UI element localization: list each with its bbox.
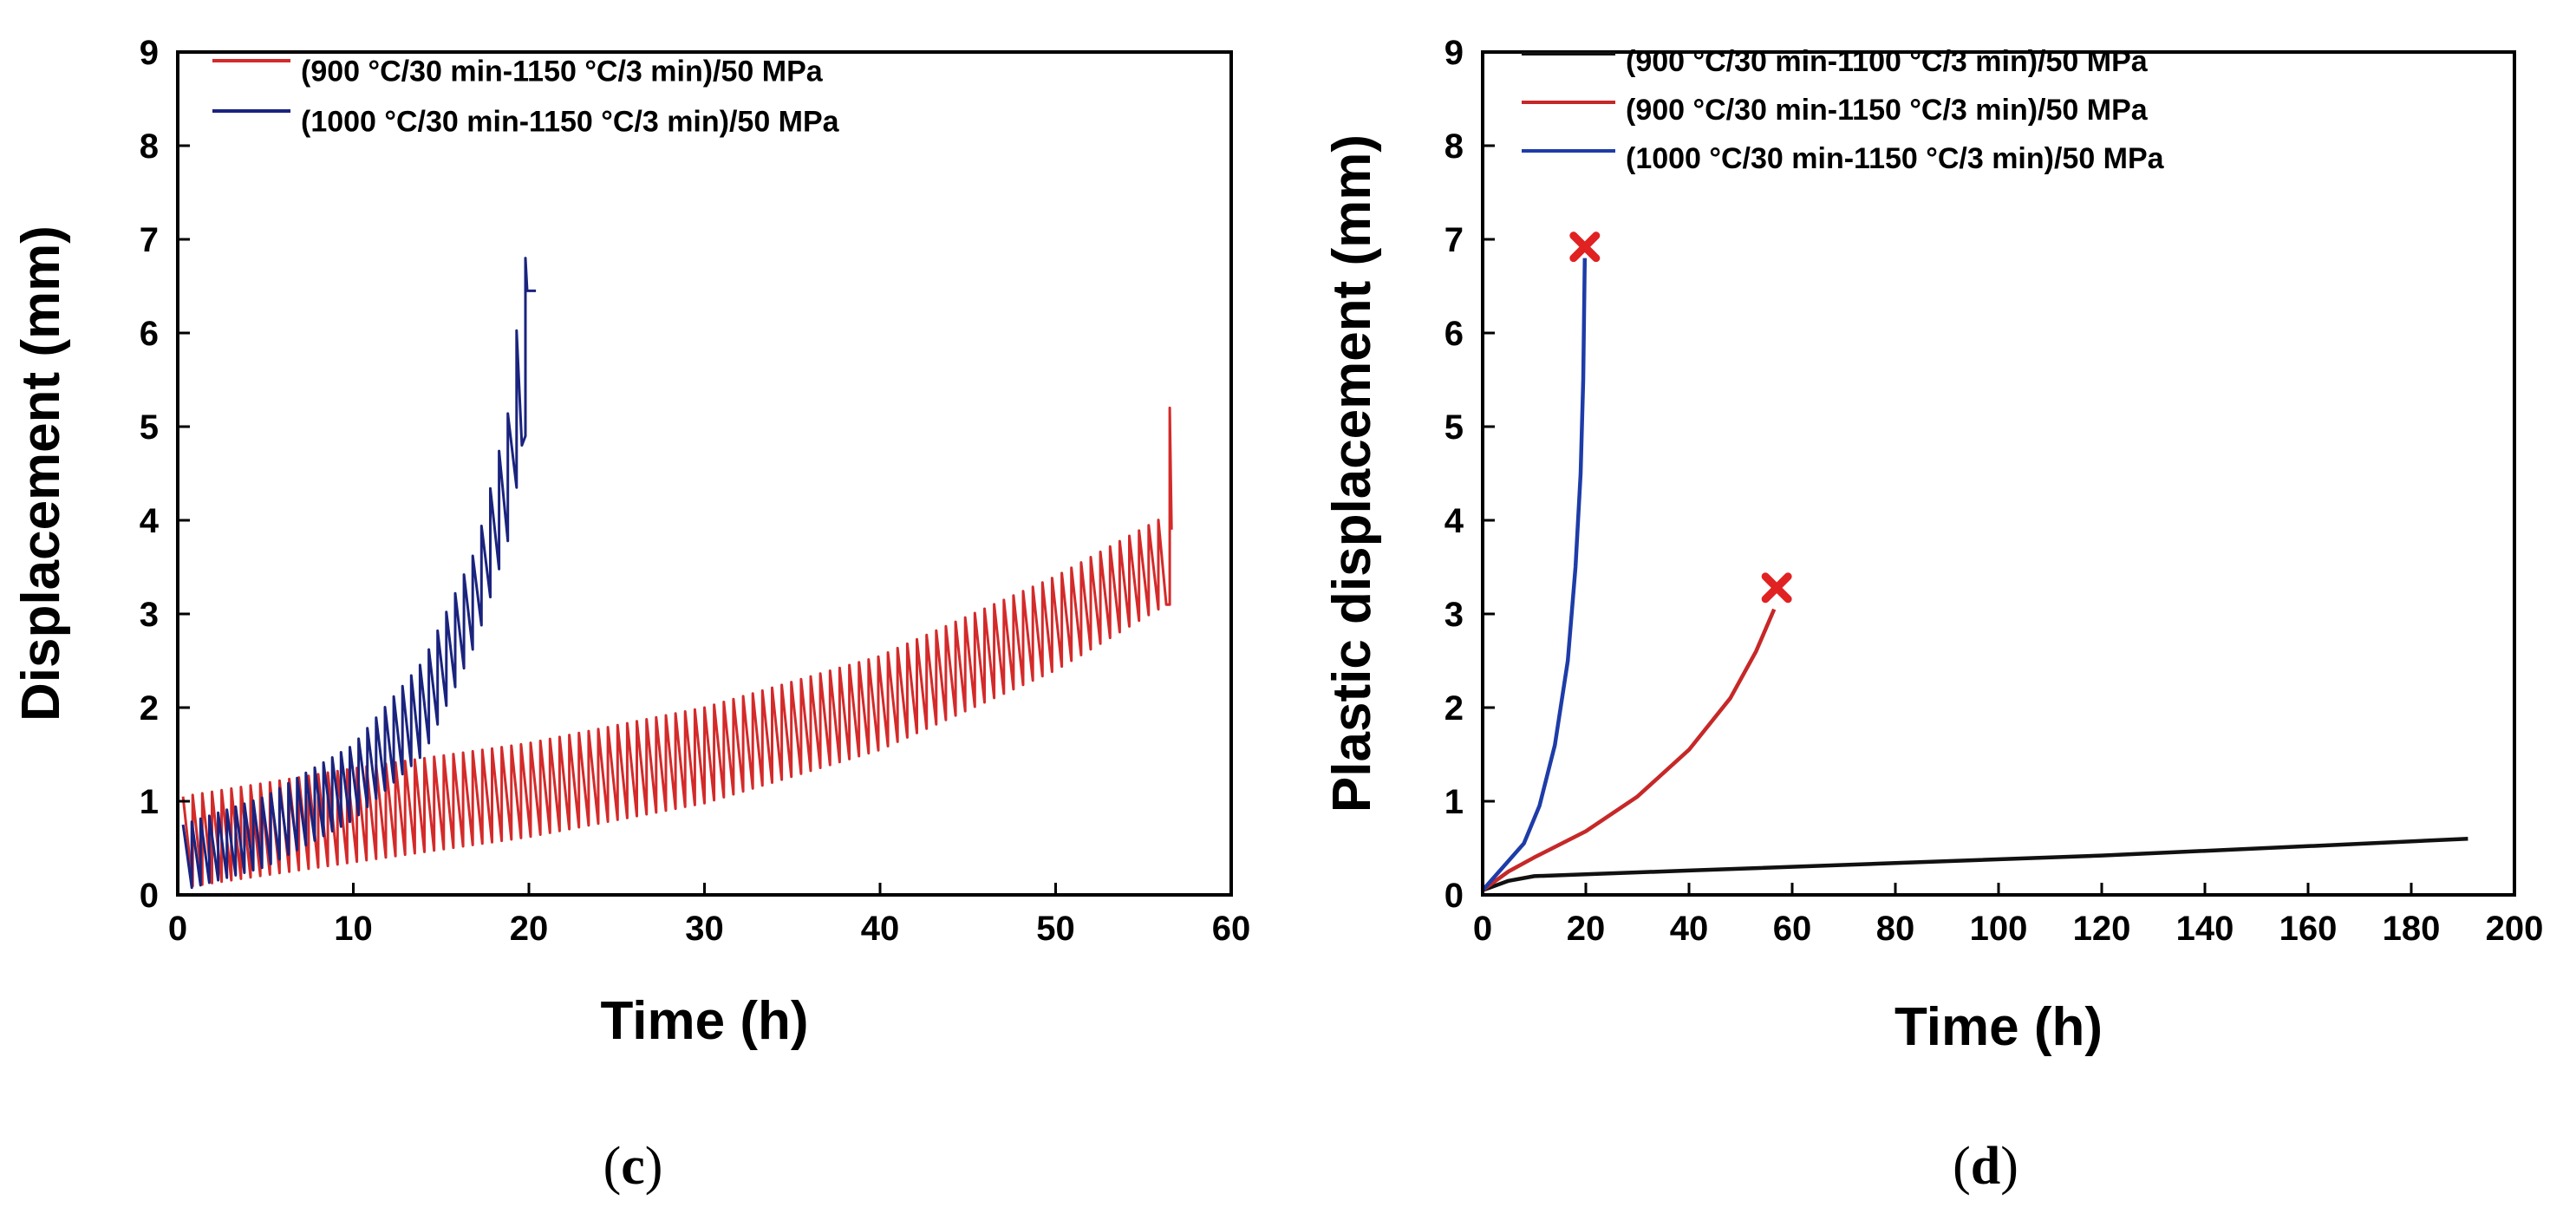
x-tick-label: 180: [2383, 910, 2441, 948]
panel-paren-close: ): [645, 1137, 663, 1196]
y-tick-label: 4: [140, 502, 160, 540]
x-tick-label: 60: [1773, 910, 1812, 948]
y-tick-label: 1: [140, 783, 159, 821]
chart-c-series-group: [181, 257, 1173, 890]
x-tick-label: 160: [2279, 910, 2338, 948]
x-tick-label: 140: [2176, 910, 2234, 948]
chart-c-panel-label: (c): [603, 1137, 663, 1196]
legend-label: (1000 °C/30 min-1150 °C/3 min)/50 MPa: [301, 105, 840, 138]
x-tick-label: 0: [1473, 910, 1492, 948]
legend-label: (1000 °C/30 min-1150 °C/3 min)/50 MPa: [1626, 142, 2165, 175]
chart-d-legend: (900 °C/30 min-1100 °C/3 min)/50 MPa (900…: [1522, 45, 2165, 175]
chart-d-ticks: 0 20 40 60 80 100 120 140 160 180 200 0 1 2 3 4 5 6 7 8 9: [1445, 34, 2544, 948]
y-tick-label: 4: [1445, 502, 1464, 540]
y-tick-label: 0: [1445, 877, 1464, 915]
chart-c-y-axis-title: Displacement (mm): [11, 225, 71, 721]
panel-letter: d: [1971, 1137, 2000, 1196]
chart-c-ticks: 0 10 20 30 40 50 60 0 1 2 3 4 5 6 7 8 9: [140, 34, 1251, 948]
y-tick-label: 7: [140, 221, 159, 259]
y-tick-label: 2: [1445, 689, 1464, 728]
chart-d-x-axis-title: Time (h): [1895, 997, 2103, 1057]
x-tick-label: 200: [2486, 910, 2544, 948]
panel-paren-open: (: [603, 1137, 622, 1196]
y-tick-label: 6: [1445, 315, 1464, 353]
y-tick-label: 3: [140, 596, 159, 634]
chart-d-series-line-1: [1481, 608, 1777, 892]
x-tick-label: 40: [1670, 910, 1709, 948]
y-tick-label: 6: [140, 315, 159, 353]
x-tick-label: 80: [1876, 910, 1915, 948]
x-tick-label: 50: [1036, 910, 1075, 948]
chart-d-series-group: [1481, 232, 2468, 892]
x-tick-label: 40: [861, 910, 900, 948]
x-tick-label: 10: [334, 910, 373, 948]
legend-label: (900 °C/30 min-1150 °C/3 min)/50 MPa: [1626, 94, 2149, 127]
legend-label: (900 °C/30 min-1100 °C/3 min)/50 MPa: [1626, 45, 2149, 78]
y-tick-label: 9: [140, 34, 159, 72]
y-tick-label: 8: [140, 127, 159, 166]
y-tick-label: 8: [1445, 127, 1464, 166]
chart-c-x-axis-title: Time (h): [601, 991, 809, 1051]
x-tick-label: 120: [2073, 910, 2131, 948]
chart-c-series-line-1: [181, 257, 537, 890]
y-tick-label: 2: [140, 689, 159, 728]
y-tick-label: 9: [1445, 34, 1464, 72]
chart-d: 0 20 40 60 80 100 120 140 160 180 200 0 1 2 3 4 5 6 7 8 9 Ti…: [1322, 34, 2543, 1196]
panel-paren-open: (: [1953, 1137, 1971, 1196]
x-tick-label: 30: [685, 910, 724, 948]
x-tick-label: 20: [510, 910, 549, 948]
chart-d-series-line-0: [1482, 836, 2468, 892]
x-tick-label: 60: [1212, 910, 1251, 948]
chart-c: 0 10 20 30 40 50 60 0 1 2 3 4 5 6 7 8 9 Time (h) Displac…: [11, 34, 1250, 1196]
chart-d-y-axis-title: Plastic displacement (mm): [1322, 134, 1382, 813]
y-tick-label: 3: [1445, 596, 1464, 634]
failure-x-marker-icon: [1569, 232, 1601, 263]
panel-letter: c: [621, 1137, 645, 1196]
failure-x-marker-icon: [1761, 572, 1792, 604]
y-tick-label: 7: [1445, 221, 1464, 259]
legend-label: (900 °C/30 min-1150 °C/3 min)/50 MPa: [301, 55, 824, 88]
y-tick-label: 5: [140, 408, 159, 447]
x-tick-label: 100: [1970, 910, 2028, 948]
y-tick-label: 0: [140, 877, 159, 915]
y-tick-label: 1: [1445, 783, 1464, 821]
panel-paren-close: ): [2000, 1137, 2018, 1196]
x-tick-label: 0: [168, 910, 187, 948]
chart-c-legend: (900 °C/30 min-1150 °C/3 min)/50 MPa (100…: [212, 55, 840, 138]
x-tick-label: 20: [1567, 910, 1606, 948]
chart-d-panel-label: (d): [1953, 1137, 2018, 1196]
chart-d-series-line-2: [1481, 258, 1588, 892]
y-tick-label: 5: [1445, 408, 1464, 447]
